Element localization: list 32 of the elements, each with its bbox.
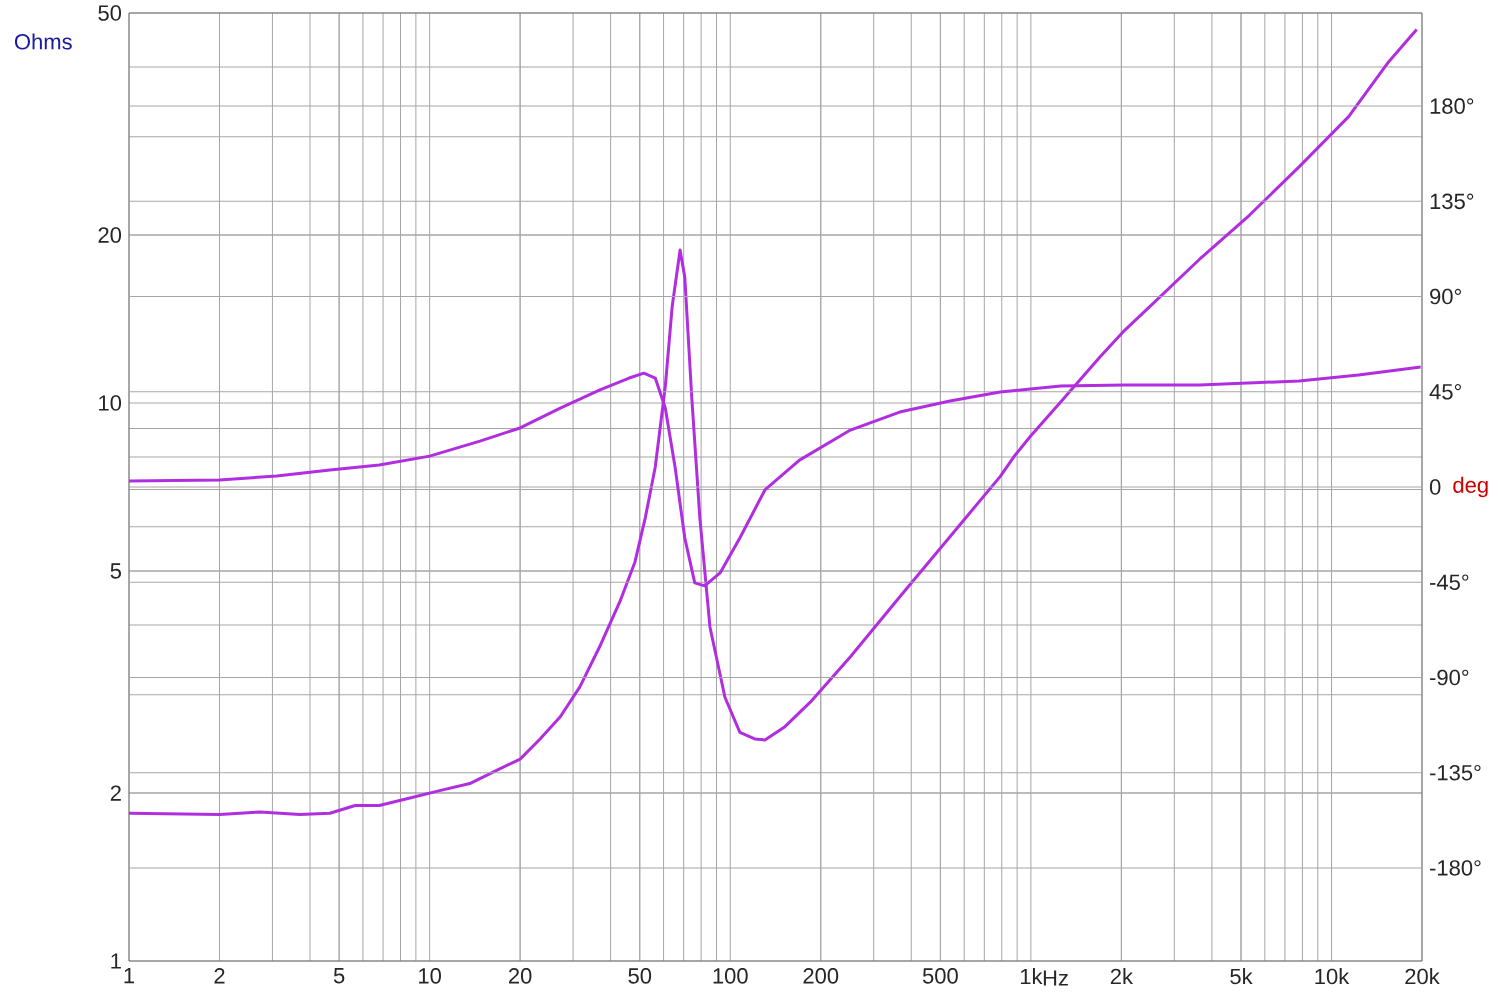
y2-tick-label: -135° <box>1430 764 1481 781</box>
y-axis-title: Ohms <box>14 33 72 50</box>
x-tick-label: 10k <box>1315 968 1350 985</box>
y-tick-label: 2 <box>110 785 121 801</box>
y-tick-label: 10 <box>99 395 122 411</box>
y-tick-label: 1 <box>111 953 121 969</box>
x-tick-label: 20 <box>508 968 532 984</box>
x-tick-label: 2 <box>214 968 225 984</box>
x-axis-title: Hz <box>1043 970 1068 986</box>
y2-tick-label: 45° <box>1429 384 1462 400</box>
y-tick-label: 20 <box>98 227 122 243</box>
y2-tick-label: -180° <box>1430 860 1481 876</box>
y-tick-label: 5 <box>110 563 121 579</box>
x-tick-label: 10 <box>419 968 441 984</box>
y2-tick-label: 135° <box>1430 193 1474 210</box>
y2-tick-label: 90° <box>1430 288 1462 305</box>
x-tick-label: 200 <box>803 968 839 984</box>
y-tick-label: 50 <box>98 5 122 21</box>
x-tick-label: 50 <box>628 968 652 984</box>
y2-tick-label: 180° <box>1430 98 1474 114</box>
y2-tick-label: -45° <box>1430 574 1469 591</box>
x-tick-label: 2k <box>1110 968 1134 985</box>
x-tick-label: 500 <box>922 968 958 984</box>
x-tick-label: 5k <box>1230 968 1253 985</box>
y2-tick-label: 0 <box>1429 479 1441 495</box>
x-tick-label: 1k <box>1020 968 1043 985</box>
y2-axis-title: deg <box>1453 476 1488 498</box>
x-tick-label: 1 <box>124 968 135 984</box>
x-tick-label: 20k <box>1405 968 1440 985</box>
y2-tick-label: -90° <box>1430 669 1469 686</box>
x-tick-label: 5 <box>333 968 345 984</box>
x-tick-label: 100 <box>713 968 748 984</box>
